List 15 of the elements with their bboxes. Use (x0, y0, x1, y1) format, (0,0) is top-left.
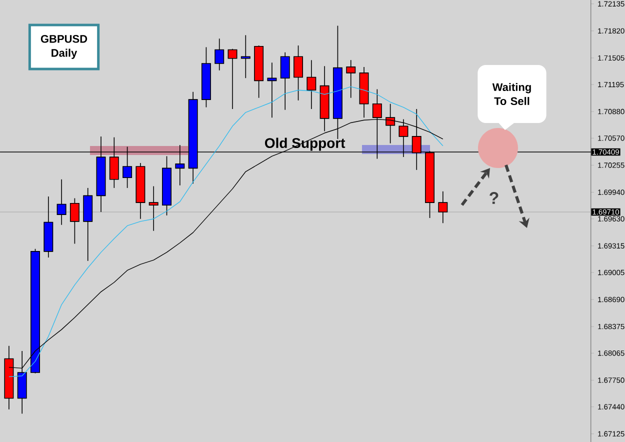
candlestick (240, 34, 250, 78)
candlestick (267, 62, 277, 118)
candlestick (294, 45, 304, 101)
candlestick (346, 60, 356, 98)
candlestick (148, 186, 158, 232)
candlestick (214, 38, 224, 71)
candlestick (70, 198, 80, 244)
text: GBPUSD Daily (40, 35, 88, 59)
candlestick (306, 60, 316, 110)
text: ? (490, 192, 498, 204)
text: Waiting To Sell (492, 82, 531, 106)
candlestick (228, 48, 238, 110)
candlestick (280, 52, 290, 110)
candlestick (56, 178, 66, 226)
candlestick (438, 190, 448, 224)
